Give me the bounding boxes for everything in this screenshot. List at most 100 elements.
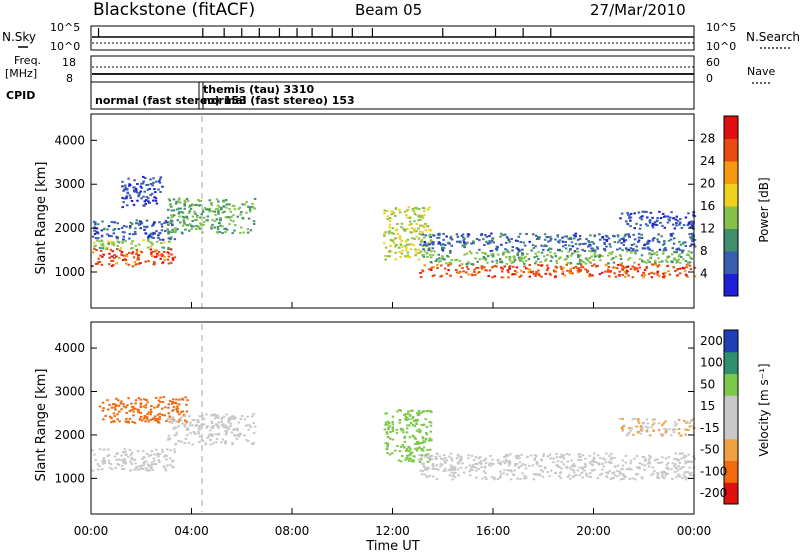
power-cell xyxy=(629,247,633,250)
power-cell xyxy=(120,251,124,254)
power-cell xyxy=(470,242,473,245)
velocity-cell xyxy=(116,418,119,421)
velocity-cell xyxy=(149,454,153,457)
power-cell xyxy=(445,235,448,238)
power-cell xyxy=(208,199,212,202)
power-cell xyxy=(560,267,563,270)
power-cell xyxy=(442,238,445,241)
power-cell xyxy=(651,224,654,227)
power-cell xyxy=(146,188,150,191)
velocity-cell xyxy=(391,426,395,429)
power-cell xyxy=(158,232,161,235)
power-cell xyxy=(537,274,541,277)
velocity-cell xyxy=(683,454,686,457)
power-cell xyxy=(622,243,626,246)
velocity-cell xyxy=(153,415,157,418)
velocity-scatter xyxy=(91,396,696,481)
power-cell xyxy=(571,252,574,255)
power-cell xyxy=(115,262,118,265)
power-cell xyxy=(596,264,599,267)
velocity-cell xyxy=(212,424,215,427)
power-cell xyxy=(564,240,567,243)
power-cell xyxy=(456,235,460,238)
velocity-cell xyxy=(657,429,661,432)
power-cell xyxy=(573,249,577,252)
velocity-cell xyxy=(217,426,220,429)
power-cell xyxy=(462,239,465,242)
velocity-cell xyxy=(140,464,144,467)
velocity-cell xyxy=(145,460,148,463)
power-cell xyxy=(383,209,387,212)
power-cell xyxy=(674,218,678,221)
power-cell xyxy=(194,212,197,215)
power-cell xyxy=(408,216,412,219)
power-cell xyxy=(484,269,487,272)
power-cell xyxy=(506,251,510,254)
velocity-cell xyxy=(430,410,433,413)
velocity-cell xyxy=(643,464,647,467)
velocity-cell xyxy=(649,456,652,459)
power-cell xyxy=(441,248,445,251)
velocity-cell xyxy=(152,463,156,466)
power-cell xyxy=(490,249,494,252)
velocity-cell xyxy=(176,411,180,414)
velocity-cell xyxy=(677,473,680,476)
power-cell xyxy=(113,253,116,256)
power-cell xyxy=(423,210,426,213)
velocity-cell xyxy=(208,433,212,436)
power-cell xyxy=(646,241,649,244)
power-cell xyxy=(187,229,191,232)
velocity-cell xyxy=(536,473,540,476)
velocity-cell xyxy=(558,465,561,468)
velocity-cell xyxy=(396,410,399,413)
velocity-cell xyxy=(420,473,424,476)
power-cell xyxy=(384,246,388,249)
velocity-cell xyxy=(637,418,640,421)
velocity-cell xyxy=(635,425,638,428)
power-cell xyxy=(522,241,526,244)
power-cell xyxy=(656,270,660,273)
velocity-cell xyxy=(572,463,576,466)
power-cell xyxy=(160,223,164,226)
velocity-cell xyxy=(489,462,493,465)
power-cell xyxy=(604,234,608,237)
power-cell xyxy=(181,215,185,218)
power-cell xyxy=(684,244,688,247)
power-cell xyxy=(417,237,421,240)
velocity-cell xyxy=(533,454,537,457)
velocity-cell xyxy=(691,425,694,428)
velocity-cell xyxy=(214,441,218,444)
velocity-cell xyxy=(549,457,552,460)
velocity-cell xyxy=(435,457,438,460)
velocity-cell xyxy=(673,458,676,461)
power-cell xyxy=(618,274,621,277)
velocity-cell xyxy=(677,465,680,468)
velocity-cell xyxy=(134,399,138,402)
velocity-cell xyxy=(213,417,217,420)
power-cell xyxy=(137,254,140,257)
velocity-cell xyxy=(511,473,515,476)
velocity-cell xyxy=(555,456,559,459)
velocity-cell xyxy=(231,443,234,446)
power-cell xyxy=(252,223,256,226)
velocity-cell xyxy=(220,441,223,444)
velocity-cell xyxy=(198,440,201,443)
power-cell xyxy=(624,247,628,250)
velocity-cell xyxy=(412,419,416,422)
velocity-cell xyxy=(127,397,130,400)
xtick-label: 00:00 xyxy=(74,524,109,538)
velocity-cell xyxy=(227,416,231,419)
power-cell xyxy=(591,274,594,277)
velocity-cell xyxy=(155,419,159,422)
power-cell xyxy=(528,240,531,243)
velocity-cell xyxy=(656,476,659,479)
velocity-cell xyxy=(407,445,410,448)
power-cell xyxy=(229,219,233,222)
velocity-cell xyxy=(568,477,572,480)
power-cell xyxy=(537,237,541,240)
velocity-cell xyxy=(524,467,528,470)
velocity-cell xyxy=(601,462,604,465)
power-cell xyxy=(386,218,389,221)
velocity-cell xyxy=(659,433,662,436)
